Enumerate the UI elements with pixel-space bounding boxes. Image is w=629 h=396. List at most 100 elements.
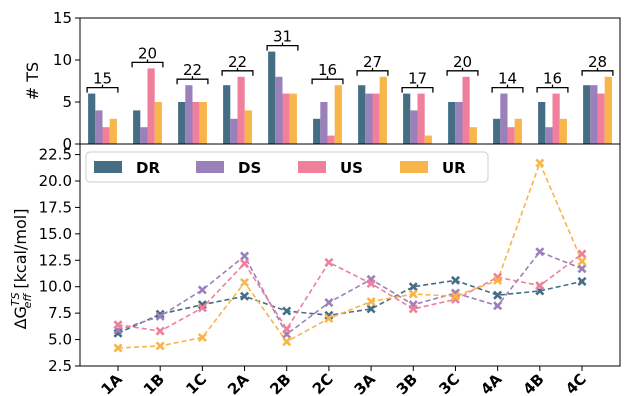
- line-chart-panel: 2.5 5.0 7.5 10.0 12.5 15.0 17.5 20.0 22.5 1A 1B 1C 2…: [9, 143, 621, 396]
- point-UR-2C: [324, 313, 334, 323]
- bar-US-3C: [462, 76, 470, 144]
- bar-DR-4B: [538, 102, 546, 144]
- x-tick-label: 4A: [477, 370, 506, 396]
- point-UR-3A: [366, 296, 376, 307]
- y-label-unit: [kcal/mol]: [11, 209, 30, 294]
- point-US-3A: [366, 279, 376, 289]
- point-DR-3C: [450, 275, 460, 285]
- bar-DS-3A: [365, 93, 373, 144]
- total-bracket: [266, 44, 299, 51]
- bar-UR-4C: [604, 76, 612, 144]
- y-label-main: ΔG: [11, 306, 30, 329]
- legend-label-DS: DS: [238, 159, 261, 177]
- y-label-sup: TS: [9, 292, 22, 306]
- x-tick-label: 3B: [393, 370, 421, 396]
- line-y-axis-label: ΔGTSeff [kcal/mol]: [9, 209, 34, 330]
- line-series-UR: [117, 160, 583, 349]
- total-label: 22: [183, 61, 202, 79]
- bar-DS-4B: [545, 127, 553, 144]
- point-DR-1B: [155, 309, 165, 319]
- line-y-tick-label: 2.5: [48, 357, 72, 375]
- total-bracket: [446, 70, 479, 76]
- point-DS-1B: [155, 311, 165, 321]
- point-DS-2C: [324, 298, 334, 308]
- total-bracket: [86, 86, 119, 93]
- total-bracket: [176, 78, 209, 85]
- bar-DR-2C: [313, 118, 321, 144]
- bar-US-1B: [147, 68, 155, 144]
- x-tick-label: 1C: [182, 370, 210, 396]
- bar-y-tick-label: 5: [62, 93, 72, 111]
- bar-DS-3C: [455, 102, 463, 144]
- point-US-3B: [408, 304, 418, 314]
- bar-DS-4C: [590, 85, 598, 144]
- line-plot-frame: [79, 143, 621, 367]
- bar-US-4C: [597, 93, 605, 144]
- bar-UR-4A: [514, 118, 522, 144]
- x-tick-label: 2C: [309, 370, 337, 396]
- x-tick-label: 1A: [98, 370, 127, 396]
- total-label: 17: [408, 70, 427, 88]
- point-DS-4C: [577, 264, 587, 274]
- total-label: 31: [273, 28, 292, 46]
- line-y-tick-label: 15.0: [39, 225, 72, 243]
- point-US-1A: [113, 320, 123, 330]
- bar-US-2C: [327, 135, 335, 144]
- point-UR-3C: [450, 291, 460, 301]
- total-label: 22: [228, 53, 247, 71]
- bar-UR-3A: [379, 76, 387, 144]
- point-US-2C: [324, 257, 334, 267]
- bar-DS-1B: [140, 127, 148, 144]
- point-DS-4B: [535, 247, 545, 257]
- line-y-tick-label: 7.5: [48, 304, 72, 322]
- bar-DR-4C: [583, 85, 591, 144]
- y-label-sub: eff: [21, 293, 34, 309]
- legend-box: [85, 151, 489, 183]
- point-DR-2B: [282, 306, 292, 316]
- bar-DS-2B: [275, 76, 283, 144]
- bar-y-tick-label: 0: [62, 135, 72, 153]
- point-DR-4A: [493, 290, 503, 300]
- bar-DR-1C: [178, 102, 186, 144]
- bar-DR-1A: [88, 93, 96, 144]
- legend-label-DR: DR: [136, 159, 160, 177]
- bar-DR-1B: [133, 110, 141, 144]
- point-UR-4B: [535, 158, 545, 168]
- line-y-tick-label: 22.5: [39, 146, 72, 164]
- total-label: 16: [543, 70, 562, 88]
- point-UR-2A: [240, 277, 250, 288]
- total-bracket: [311, 78, 344, 85]
- bar-DR-4A: [493, 118, 501, 144]
- legend-swatch-UR: [400, 161, 428, 173]
- total-bracket: [131, 61, 164, 68]
- bar-US-4B: [552, 93, 560, 144]
- bar-DS-1A: [95, 110, 103, 144]
- bar-US-1A: [102, 127, 110, 144]
- total-bracket: [491, 86, 524, 93]
- bar-DR-3C: [448, 102, 456, 144]
- point-UR-1C: [197, 332, 207, 342]
- bar-US-3B: [417, 93, 425, 144]
- line-y-tick-label: 12.5: [39, 251, 72, 269]
- bar-UR-3B: [424, 135, 432, 144]
- point-US-1B: [155, 326, 165, 336]
- x-tick-label: 2B: [266, 370, 294, 396]
- x-tick-label: 2A: [224, 370, 253, 396]
- bar-US-2B: [282, 93, 290, 144]
- total-bracket: [401, 86, 434, 93]
- point-UR-4C: [577, 256, 587, 266]
- point-UR-1B: [155, 341, 165, 351]
- total-bracket: [581, 70, 614, 76]
- point-DS-1C: [197, 285, 207, 295]
- point-DR-3A: [366, 304, 376, 314]
- point-US-4C: [577, 249, 587, 259]
- legend-swatch-DS: [196, 161, 224, 173]
- bar-DR-2B: [268, 51, 276, 144]
- point-US-4B: [535, 281, 545, 291]
- bar-DS-2C: [320, 102, 328, 144]
- bar-DR-3B: [403, 93, 411, 144]
- point-US-1C: [197, 303, 207, 313]
- bar-DS-3B: [410, 110, 418, 144]
- bar-DS-4A: [500, 93, 508, 144]
